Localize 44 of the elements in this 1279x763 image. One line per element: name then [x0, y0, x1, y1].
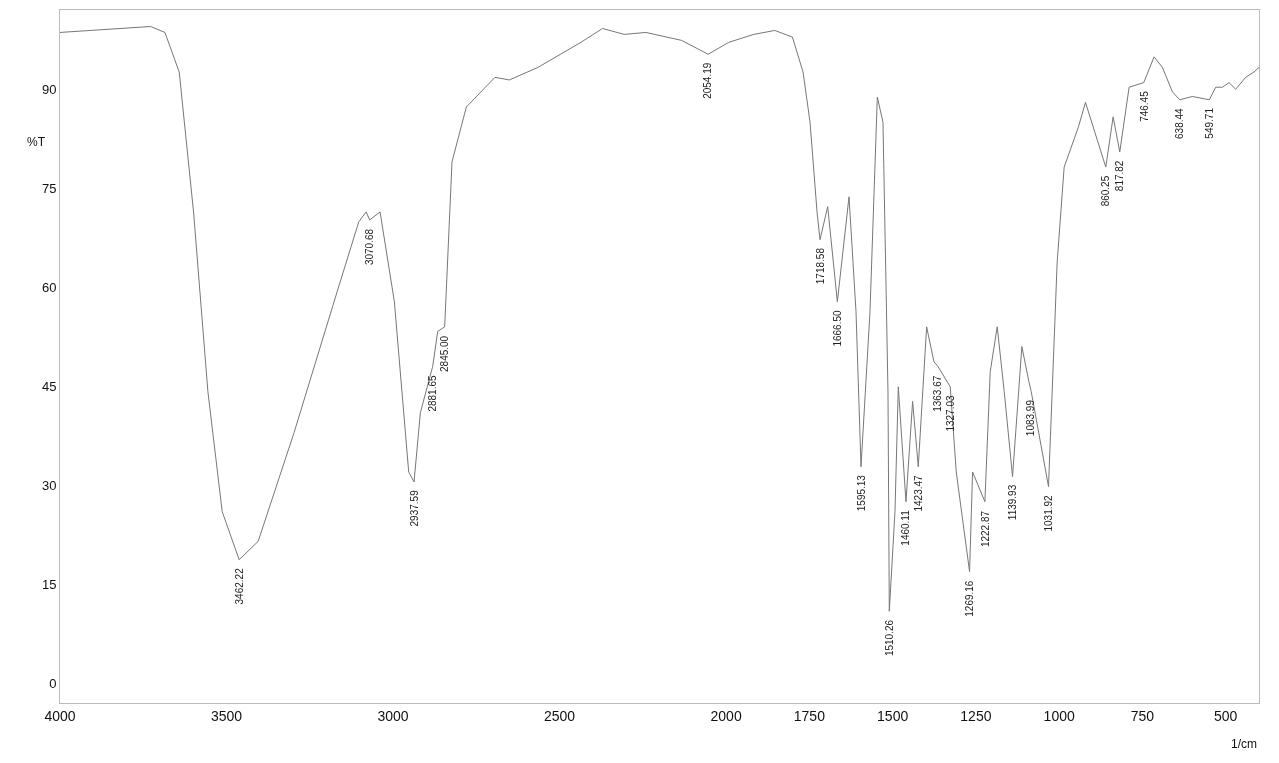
annotation: 1423.47 [913, 474, 925, 512]
annotation: 860.25 [1100, 175, 1112, 207]
annotation: 1363.67 [932, 375, 944, 412]
annotation: 746.45 [1138, 90, 1150, 122]
annotation: 1666.50 [832, 309, 844, 347]
annotation: 549.71 [1204, 107, 1216, 139]
annotation: 3070.68 [364, 228, 376, 266]
annotation: 1269.16 [964, 580, 976, 617]
annotation: 1460.11 [900, 509, 912, 546]
annotation: 2845.00 [439, 335, 451, 372]
y-tick-label: 75 [41, 180, 57, 196]
annotation: 2937.59 [408, 489, 420, 527]
x-tick-label: 500 [1214, 707, 1238, 724]
x-tick-label: 2500 [544, 707, 576, 724]
annotation: 1031.92 [1043, 494, 1055, 532]
annotation: 1595.13 [855, 474, 867, 512]
annotation: 1139.93 [1006, 484, 1018, 521]
annotation: 2054.19 [702, 62, 714, 99]
x-tick-label: 1250 [960, 707, 992, 724]
x-axis-title: 1/cm [1231, 737, 1258, 751]
annotation: 2881.65 [426, 375, 438, 412]
annotation: 638.44 [1174, 107, 1186, 139]
x-tick-label: 4000 [44, 707, 76, 724]
x-tick-label: 1000 [1043, 707, 1075, 724]
x-tick-label: 3500 [210, 707, 243, 724]
x-tick-label: 2000 [710, 707, 742, 724]
x-tick-label: 3000 [377, 707, 409, 724]
y-tick-label: 30 [41, 477, 57, 493]
y-axis-title: %T [27, 135, 46, 149]
annotation: 1510.26 [883, 619, 895, 657]
annotation: 1718.58 [814, 247, 826, 285]
annotation: 1083.99 [1025, 399, 1037, 437]
y-tick-label: 0 [49, 675, 57, 691]
x-tick-label: 1500 [877, 707, 909, 724]
y-tick-label: 60 [41, 279, 57, 295]
annotation: 1327.03 [944, 395, 956, 432]
x-tick-label: 1750 [793, 707, 826, 724]
annotation: 3462.22 [233, 567, 245, 605]
y-tick-label: 15 [41, 576, 57, 592]
x-tick-label: 750 [1130, 707, 1155, 724]
annotation: 817.82 [1114, 160, 1126, 192]
annotation: 1222.87 [979, 510, 991, 548]
y-tick-label: 90 [41, 81, 57, 97]
y-tick-label: 45 [41, 378, 57, 394]
